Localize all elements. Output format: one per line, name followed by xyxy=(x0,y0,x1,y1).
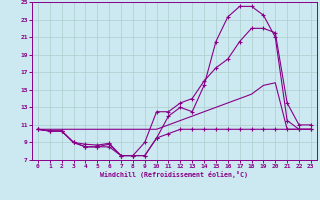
X-axis label: Windchill (Refroidissement éolien,°C): Windchill (Refroidissement éolien,°C) xyxy=(100,171,248,178)
